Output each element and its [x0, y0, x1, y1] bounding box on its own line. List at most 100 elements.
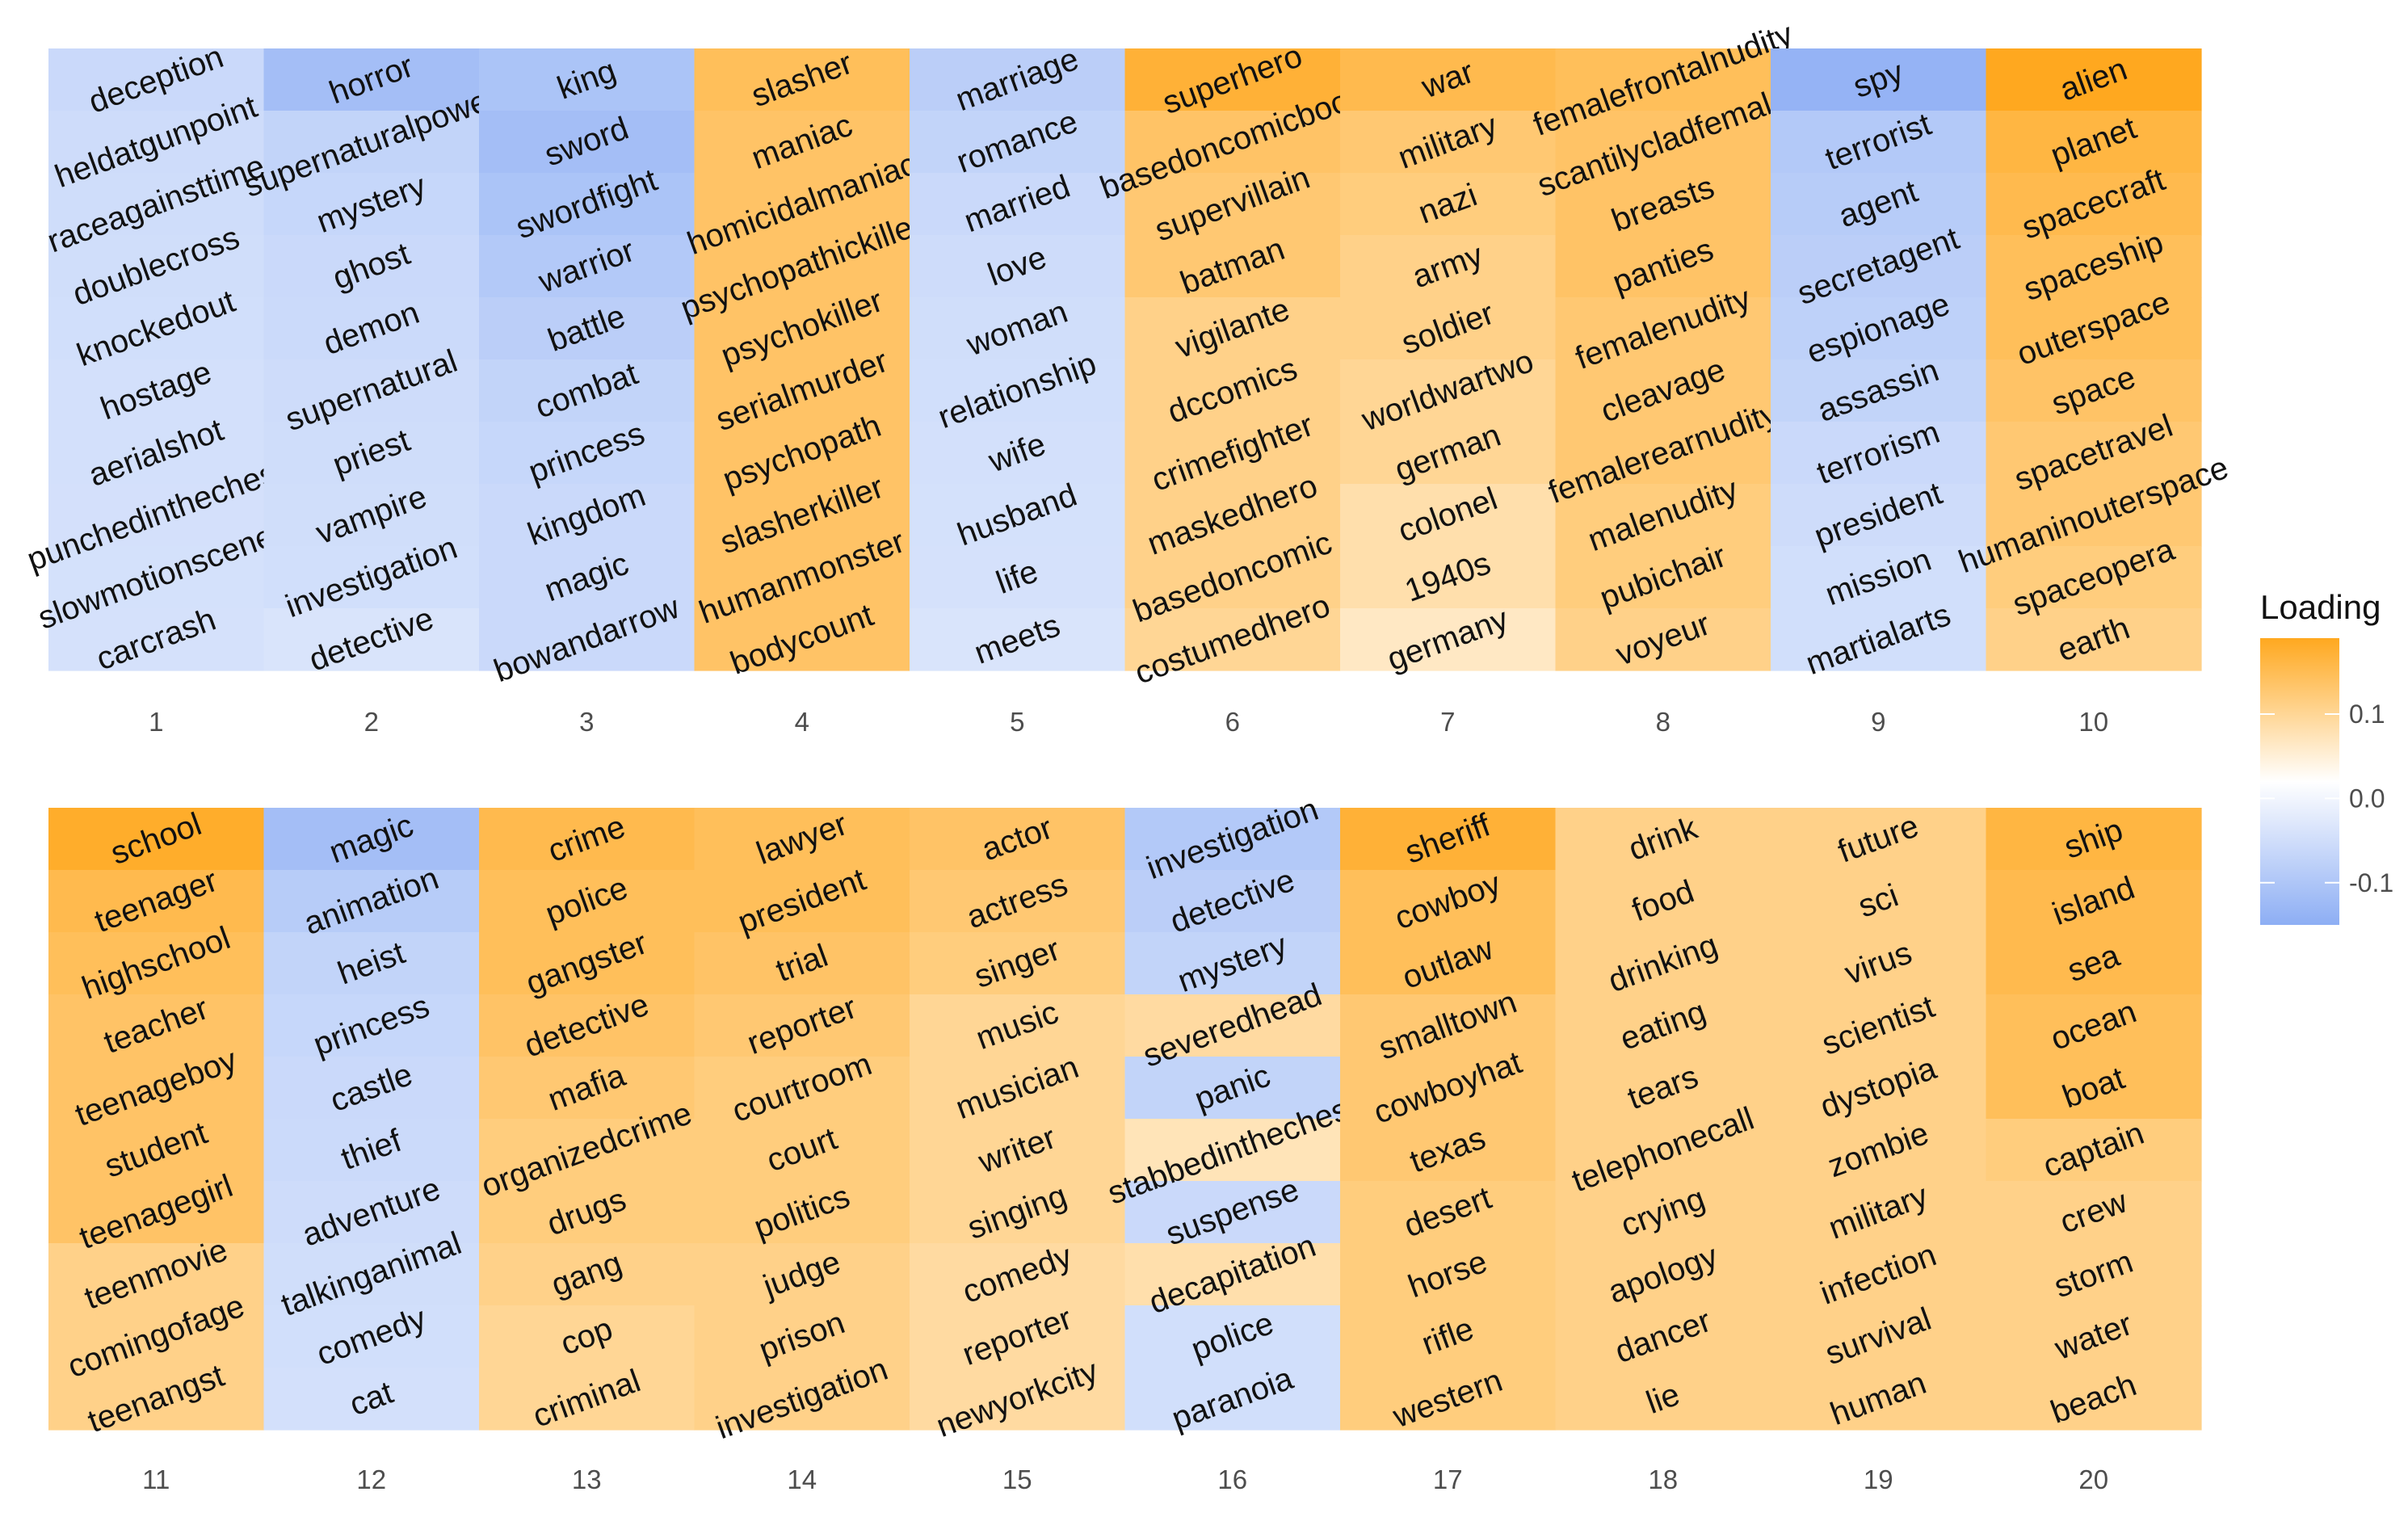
legend-tick-label: 0.1 — [2349, 700, 2385, 729]
heat-cell — [1340, 546, 1557, 609]
legend-title: Loading — [2260, 588, 2381, 626]
heat-cell — [1986, 235, 2202, 298]
heat-cell — [1986, 422, 2202, 485]
heat-cell — [263, 173, 480, 236]
heat-cell — [1986, 1243, 2202, 1306]
facet-label: 2 — [364, 707, 379, 737]
facet-11: schoolteenagerhighschoolteacherteenagebo… — [48, 806, 265, 1494]
heat-cell — [1986, 1181, 2202, 1244]
heat-cell — [910, 546, 1126, 609]
heat-cell — [1555, 870, 1771, 933]
heat-cell — [263, 994, 480, 1057]
facet-label: 10 — [2078, 707, 2108, 737]
heat-cell — [1124, 546, 1341, 609]
heat-cell — [1986, 994, 2202, 1057]
heat-cell — [263, 235, 480, 298]
legend: Loading 0.1 0.0 -0.1 — [2260, 588, 2393, 925]
heat-cell — [48, 546, 265, 609]
heat-cell — [1340, 994, 1557, 1057]
heat-cell — [1771, 1305, 1987, 1368]
heat-cell — [1124, 111, 1341, 174]
heat-cell — [48, 484, 265, 547]
heat-cell — [48, 297, 265, 360]
heat-cell — [479, 297, 696, 360]
heat-cell — [48, 235, 265, 298]
heat-cell — [1555, 359, 1771, 422]
heat-cell — [263, 48, 480, 111]
facet-18: drinkfooddrinkingeatingtearstelephonecal… — [1555, 808, 1771, 1494]
heat-cell — [1340, 48, 1557, 111]
heat-cell — [910, 111, 1126, 174]
heat-cell — [1124, 173, 1341, 236]
heat-cell — [1124, 1181, 1341, 1244]
heat-cell — [910, 422, 1126, 485]
heat-cell — [1771, 235, 1987, 298]
heat-cell — [694, 1243, 910, 1306]
heat-cell — [263, 1057, 480, 1120]
facet-7: warmilitarynaziarmysoldierworldwartwoger… — [1340, 48, 1557, 737]
heat-cell — [263, 422, 480, 485]
heat-cell — [1771, 1119, 1987, 1182]
heat-cell — [48, 111, 265, 174]
heat-cell — [479, 546, 696, 609]
legend-colorbar — [2260, 638, 2339, 925]
heat-cell — [1340, 808, 1557, 871]
heat-cell — [48, 870, 265, 933]
heat-cell — [694, 932, 910, 995]
heat-cell — [48, 994, 265, 1057]
heat-cell — [1555, 932, 1771, 995]
heat-cell — [263, 608, 480, 671]
heat-cell — [263, 111, 480, 174]
heat-cell — [1771, 359, 1987, 422]
heat-cell — [910, 608, 1126, 671]
heat-cell — [694, 111, 910, 174]
facet-label: 8 — [1656, 707, 1670, 737]
heat-cell — [263, 1243, 480, 1306]
heat-cell — [1771, 808, 1987, 871]
heat-cell — [479, 359, 696, 422]
heat-cell — [479, 1305, 696, 1368]
heat-cell — [479, 1368, 696, 1431]
facet-10: alienplanetspacecraftspaceshipouterspace… — [1954, 48, 2233, 737]
heat-cell — [910, 870, 1126, 933]
heat-cell — [1340, 1368, 1557, 1431]
heat-cell — [910, 173, 1126, 236]
heat-cell — [48, 1057, 265, 1120]
facet-label: 7 — [1440, 707, 1455, 737]
heat-cell — [910, 1057, 1126, 1120]
heat-cell — [1771, 1057, 1987, 1120]
heat-cell — [1555, 173, 1771, 236]
heat-cell — [1986, 1119, 2202, 1182]
heat-cell — [1555, 48, 1771, 111]
heat-cell — [1124, 359, 1341, 422]
heat-cell — [694, 1368, 910, 1431]
heat-cell — [479, 870, 696, 933]
heat-cell — [694, 1181, 910, 1244]
facet-14: lawyerpresidenttrialreportercourtroomcou… — [694, 806, 910, 1494]
facet-label: 17 — [1433, 1464, 1463, 1494]
heat-cell — [694, 173, 910, 236]
heat-cell — [694, 994, 910, 1057]
heat-cell — [479, 1181, 696, 1244]
heat-cell — [1555, 1305, 1771, 1368]
heatmap-panels: deceptionheldatgunpointraceagainsttimedo… — [23, 16, 2233, 1494]
legend-tick-label: -0.1 — [2349, 868, 2393, 897]
facet-label: 16 — [1217, 1464, 1247, 1494]
facet-8: femalefrontalnudityscantilycladfemalebre… — [1528, 16, 1797, 737]
heat-cell — [1771, 870, 1987, 933]
facet-9: spyterroristagentsecretagentespionageass… — [1771, 48, 1987, 737]
heat-cell — [1771, 1368, 1987, 1431]
facet-label: 18 — [1648, 1464, 1678, 1494]
facet-20: shipislandseaoceanboatcaptaincrewstormwa… — [1986, 808, 2202, 1494]
heat-cell — [1555, 994, 1771, 1057]
facet-15: actoractresssingermusicmusicianwritersin… — [910, 808, 1126, 1494]
heat-cell — [910, 1243, 1126, 1306]
facet-label: 4 — [795, 707, 809, 737]
heat-cell — [263, 870, 480, 933]
heat-cell — [1555, 422, 1771, 485]
heat-cell — [694, 48, 910, 111]
heat-cell — [910, 359, 1126, 422]
heat-cell — [1555, 1181, 1771, 1244]
heat-cell — [48, 932, 265, 995]
heat-cell — [1986, 297, 2202, 360]
